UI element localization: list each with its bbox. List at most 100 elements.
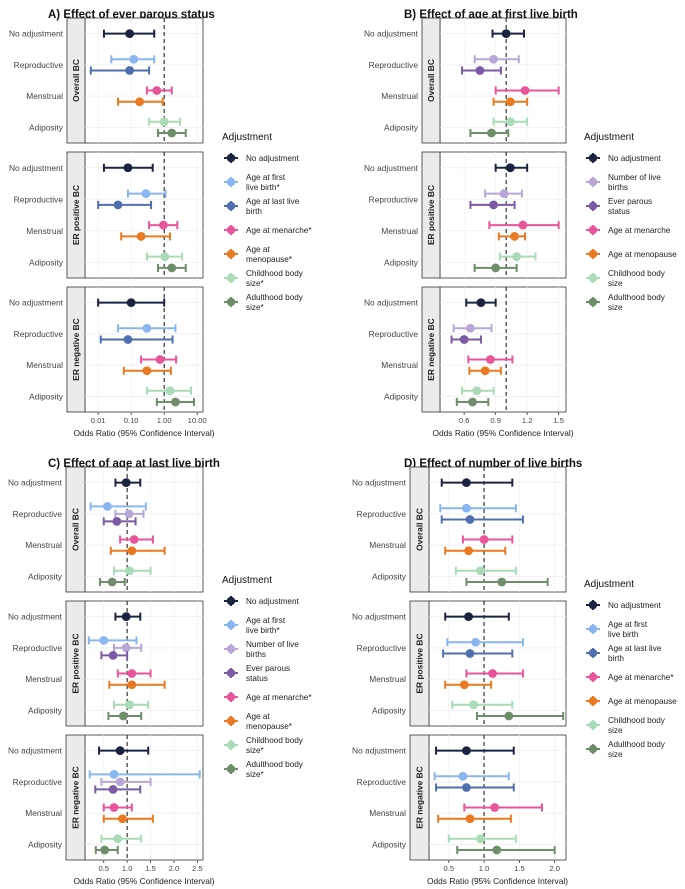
row-label-adiposity: Adiposity (372, 839, 407, 849)
row-label-adiposity: Adiposity (28, 571, 63, 581)
estimate-point (126, 298, 136, 308)
facet-strip-label: ER negative BC (426, 318, 436, 380)
estimate-orange (468, 366, 502, 376)
facet-plot-area (84, 151, 204, 279)
legend-key-point (226, 668, 236, 678)
legend-item-age-at-first-live-birth: Age at first live birth (586, 620, 648, 639)
legend: Adjustment No adjustment Age at first live … (222, 132, 312, 312)
estimate-sage (465, 577, 549, 587)
estimate-point (489, 54, 498, 64)
legend-item-age-at-menopause: Age at menopause* (224, 245, 293, 264)
row-label-no-adjustment: No adjustment (364, 163, 419, 173)
estimate-orange (108, 680, 166, 690)
legend-key-point (226, 273, 236, 283)
estimate-orange (492, 97, 529, 107)
legend-key-point (226, 201, 236, 211)
estimate-point (459, 335, 469, 344)
estimate-point (465, 814, 475, 824)
estimate-point (490, 803, 500, 812)
legend-key-point (226, 177, 236, 187)
x-tick-label: 0.5 (443, 864, 454, 873)
x-tick-label: 1.5 (514, 864, 525, 873)
estimate-navy (465, 298, 497, 308)
legend-label: Age at menarche (608, 226, 671, 235)
legend-key-point (588, 600, 598, 610)
row-label-adiposity: Adiposity (29, 122, 64, 132)
facet-strip (66, 17, 86, 144)
estimate-pink (494, 86, 560, 95)
estimate-lavender (473, 54, 520, 64)
panel-d: D) Effect of number of live birthsOveral… (352, 458, 677, 886)
legend-key-point (588, 225, 598, 235)
estimate-point (121, 612, 131, 622)
estimate-sage (473, 263, 518, 273)
legend-item-age-at-menarche: Age at menarche (586, 225, 671, 235)
legend-title: Adjustment (222, 575, 272, 586)
estimate-point (505, 97, 515, 107)
estimate-orange (122, 366, 172, 376)
estimate-purple (94, 784, 142, 794)
estimate-point (466, 323, 475, 333)
estimate-pink (119, 535, 154, 544)
estimate-pink (488, 220, 560, 230)
facet-strip-label: ER positive BC (426, 185, 436, 245)
estimate-point (100, 845, 110, 855)
legend-item-adulthood-body-size: Adulthood body size (586, 740, 666, 759)
estimate-point (465, 515, 475, 524)
legend-title: Adjustment (222, 132, 272, 143)
row-label-menstrual: Menstrual (381, 91, 418, 101)
estimate-point (465, 649, 475, 658)
estimate-lavender (113, 643, 143, 653)
estimate-lavender (452, 323, 493, 333)
row-label-reproductive: Reproductive (357, 643, 407, 653)
facet-strip (66, 151, 86, 279)
facet-strip-label: ER negative BC (71, 766, 81, 828)
estimate-mint (145, 252, 184, 261)
estimate-pink (465, 669, 524, 678)
facet-strip-label: ER negative BC (415, 766, 425, 828)
estimate-navy (494, 163, 529, 173)
estimate-point (103, 501, 112, 511)
estimate-point (108, 784, 118, 794)
facet-er-positive-bc: ER positive BC No adjustment Reproductive M… (8, 600, 204, 727)
legend-key-point (588, 720, 598, 730)
estimate-point (123, 335, 133, 344)
estimate-point (127, 546, 137, 556)
row-label-adiposity: Adiposity (28, 705, 63, 715)
row-label-adiposity: Adiposity (29, 391, 64, 401)
x-tick-label: 0.5 (98, 864, 109, 873)
facet-strip (65, 734, 86, 861)
facet-er-negative-bc: ER negative BC No adjustment Reproductive M… (352, 734, 567, 861)
facet-er-positive-bc: ER positive BC No adjustment Reproductive M… (9, 151, 204, 279)
legend-label: Ever parous status (608, 197, 652, 216)
facet-strip-label: Overall BC (426, 59, 436, 102)
estimate-point (141, 189, 151, 198)
legend-item-no-adjustment: No adjustment (586, 153, 662, 163)
estimate-lightblue (446, 637, 524, 647)
estimate-point (486, 355, 495, 364)
estimate-point (167, 263, 177, 273)
legend-key-point (226, 153, 236, 163)
facet-plot-area (428, 600, 567, 727)
estimate-point (171, 397, 180, 407)
estimate-point (112, 516, 122, 526)
legend-key-point (226, 225, 236, 235)
estimate-navy (444, 612, 510, 622)
estimate-purple (100, 650, 129, 660)
legend-label: Age at first live birth (608, 620, 648, 639)
facet-strip-label: ER negative BC (71, 318, 81, 380)
estimate-point (491, 263, 501, 273)
legend-label: Number of live births (608, 173, 661, 192)
estimate-navy (114, 478, 142, 488)
x-tick-label: 2.0 (169, 864, 180, 873)
row-label-menstrual: Menstrual (369, 674, 406, 684)
facet-strip (409, 466, 430, 593)
estimate-lightblue (117, 323, 177, 333)
estimate-blue (435, 783, 515, 792)
facet-overall-bc: Overall BC No adjustment Reproductive Menst… (9, 17, 204, 144)
legend-item-childhood-body-size: Childhood body size (586, 716, 666, 735)
estimate-blue (440, 515, 524, 524)
estimate-pink (463, 803, 543, 812)
